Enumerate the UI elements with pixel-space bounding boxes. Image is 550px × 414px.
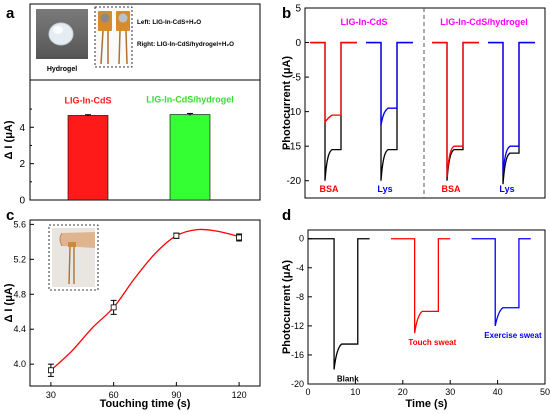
b-series-line <box>488 41 535 174</box>
b-series-line <box>432 41 479 178</box>
b-series-line <box>366 41 413 126</box>
d-ytick-label: -12 <box>291 321 304 331</box>
b-series-line <box>310 41 357 125</box>
b-group-title: LIG-In-CdS/hydrogel <box>440 17 528 27</box>
c-data-point <box>173 232 180 239</box>
d-xtick-label: 40 <box>493 387 503 397</box>
d-series-label: Blank <box>337 374 359 383</box>
c-xtick-label: 90 <box>171 390 181 400</box>
a-y-axis-label: Δ I (μA) <box>3 120 15 159</box>
d-plot-frame <box>307 229 546 385</box>
b-pulse-label: Lys <box>499 184 514 194</box>
b-series-line <box>366 41 413 181</box>
a-bar <box>169 114 211 201</box>
panel-b: 5 0 -5 -10 -15 -20 Photocurrent (μA) LIG-In-CdS… <box>281 4 546 199</box>
d-series-line <box>390 238 451 334</box>
c-ytick-label: 4.8 <box>13 289 26 299</box>
panel-letter-b: b <box>282 5 291 22</box>
b-series-line <box>432 41 479 181</box>
b-pulse-label: BSA <box>441 184 461 194</box>
hydrogel-disc <box>48 22 74 46</box>
d-xtick-label: 0 <box>305 387 310 397</box>
d-series-line <box>471 238 531 327</box>
d-xtick-label: 30 <box>445 387 455 397</box>
b-ytick-label: -5 <box>292 73 301 84</box>
sensor-photo <box>94 6 133 68</box>
panel-d: 0 10 20 30 40 50 0 -4 -8 -12 -16 -20 Time (s) Photocu… <box>281 229 550 410</box>
a-ytick-label: 0 <box>19 196 25 207</box>
hydrogel-label: Hydrogel <box>47 66 77 73</box>
b-ytick-label: -10 <box>287 107 302 118</box>
panel-c: 30 60 90 120 4.0 4.4 4.8 5.2 5.6 Touching time (s… <box>3 219 261 410</box>
panel-letter-a: a <box>6 5 15 22</box>
hydrogel-photo <box>36 9 88 59</box>
d-ytick-label: -4 <box>296 263 304 273</box>
c-data-point <box>110 304 117 311</box>
a-ytick-label: 4 <box>19 123 25 134</box>
c-plot-frame <box>29 219 261 387</box>
b-pulse-label: BSA <box>319 184 339 194</box>
b-series-line <box>310 41 357 181</box>
d-xtick-label: 50 <box>540 387 550 397</box>
d-x-axis-label: Time (s) <box>406 398 448 410</box>
b-ytick-label: 0 <box>295 38 301 49</box>
inset-legend-right: Right: LIG-In-CdS/hydrogel+H₂O <box>137 41 234 48</box>
c-ytick-label: 4.4 <box>13 324 26 334</box>
d-y-axis-label: Photocurrent (μA) <box>281 260 293 354</box>
b-pulse-label: Lys <box>377 184 392 194</box>
c-x-axis-label: Touching time (s) <box>100 398 191 410</box>
finger-photo-inset <box>48 224 99 291</box>
d-ytick-label: 0 <box>299 234 304 244</box>
d-ytick-label: -16 <box>291 350 304 360</box>
c-ytick-label: 5.6 <box>13 219 26 229</box>
a-ytick-label: 2 <box>19 159 25 170</box>
panel-letter-c: c <box>6 207 14 224</box>
b-ytick-label: 5 <box>295 4 301 15</box>
panel-a-frame <box>29 3 261 201</box>
panel-letter-d: d <box>282 207 291 224</box>
d-series-line <box>308 238 370 370</box>
a-bar-label: LIG-In-CdS/hydrogel <box>146 95 234 105</box>
c-data-point <box>236 234 242 241</box>
d-ytick-label: -20 <box>291 379 304 389</box>
d-series-label: Touch sweat <box>408 338 456 347</box>
d-series-label: Exercise sweat <box>484 331 542 340</box>
c-data-point <box>48 367 54 374</box>
a-bar-label: LIG-In-CdS <box>65 95 112 105</box>
panel-a-plot: 0 2 4 Δ I (μA) LIG-In-CdS LIG-In-CdS/hydrogel <box>3 95 234 207</box>
c-xtick-label: 120 <box>232 390 247 400</box>
c-ytick-label: 4.0 <box>13 359 26 369</box>
c-xtick-label: 60 <box>109 390 119 400</box>
a-bar <box>67 115 109 201</box>
b-ytick-label: -20 <box>287 176 302 187</box>
c-xtick-label: 30 <box>46 390 56 400</box>
inset-legend-left: Left: LIG-In-CdS+H₂O <box>137 19 201 26</box>
b-plot-frame <box>304 7 546 199</box>
d-ytick-label: -8 <box>296 292 304 302</box>
b-series-line <box>488 41 535 185</box>
b-y-axis-label: Photocurrent (μA) <box>281 56 293 150</box>
panel-a: Hydrogel Left: LIG-In-CdS+H₂O Right: LIG… <box>3 3 261 207</box>
finger-shape <box>60 232 95 248</box>
c-ytick-label: 5.2 <box>13 254 26 264</box>
c-y-axis-label: Δ I (μA) <box>3 283 15 322</box>
d-xtick-label: 10 <box>350 387 360 397</box>
c-fit-curve <box>50 228 240 371</box>
b-ytick-label: -15 <box>287 142 302 153</box>
d-xtick-label: 20 <box>398 387 408 397</box>
b-group-title: LIG-In-CdS <box>341 17 388 27</box>
